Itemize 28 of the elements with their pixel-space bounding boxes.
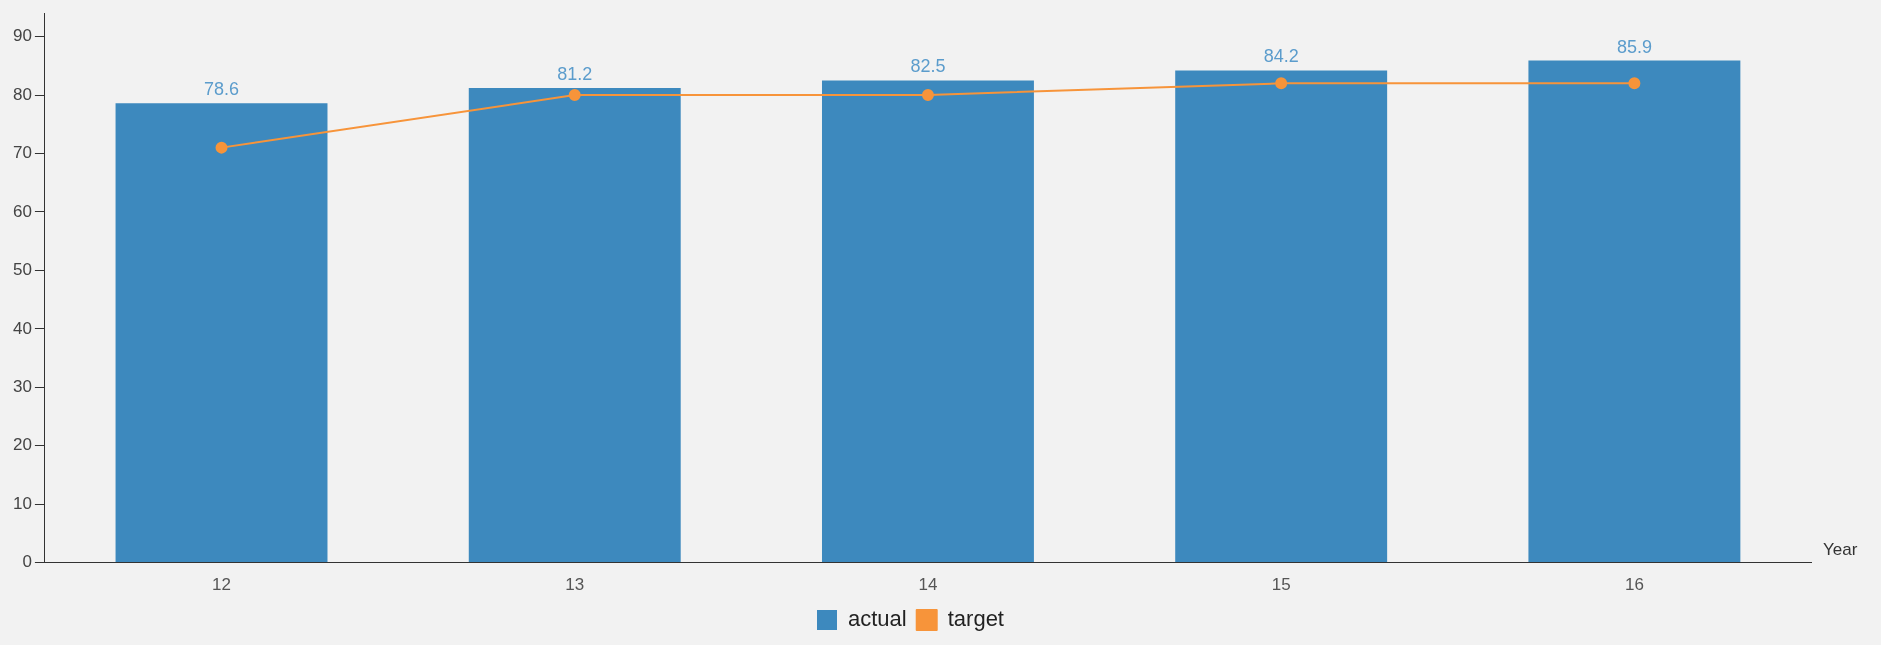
data-label: 85.9 [1616,36,1652,57]
x-axis-title: Year [1823,539,1858,559]
x-tick-label: 13 [565,575,585,595]
data-label: 78.6 [203,79,240,100]
legend-label: target [947,606,1004,632]
data-label: 84.2 [1263,46,1299,67]
point [568,89,581,102]
y-tick-label: 30 [12,376,32,396]
x-tick-label: 15 [1271,575,1291,595]
data-label: 81.2 [557,63,593,84]
y-tick-label: 90 [12,26,32,46]
y-tick-label: 40 [12,318,32,338]
x-tick-label: 12 [212,575,231,595]
y-tick-label: 60 [12,201,32,221]
y-tick-label: 0 [22,552,32,572]
y-tick-label: 50 [12,260,32,280]
x-tick-label: 14 [918,575,938,595]
y-tick-label: 10 [12,493,32,513]
y-tick-label: 20 [12,435,32,455]
data-label: 82.5 [910,56,946,77]
y-tick-label: 70 [12,143,32,163]
point [921,89,934,102]
point [1275,77,1288,90]
y-tick-label: 80 [12,84,32,104]
point [1628,77,1641,90]
point [215,141,228,154]
legend-label: actual [848,606,907,632]
x-tick-label: 16 [1624,575,1644,595]
